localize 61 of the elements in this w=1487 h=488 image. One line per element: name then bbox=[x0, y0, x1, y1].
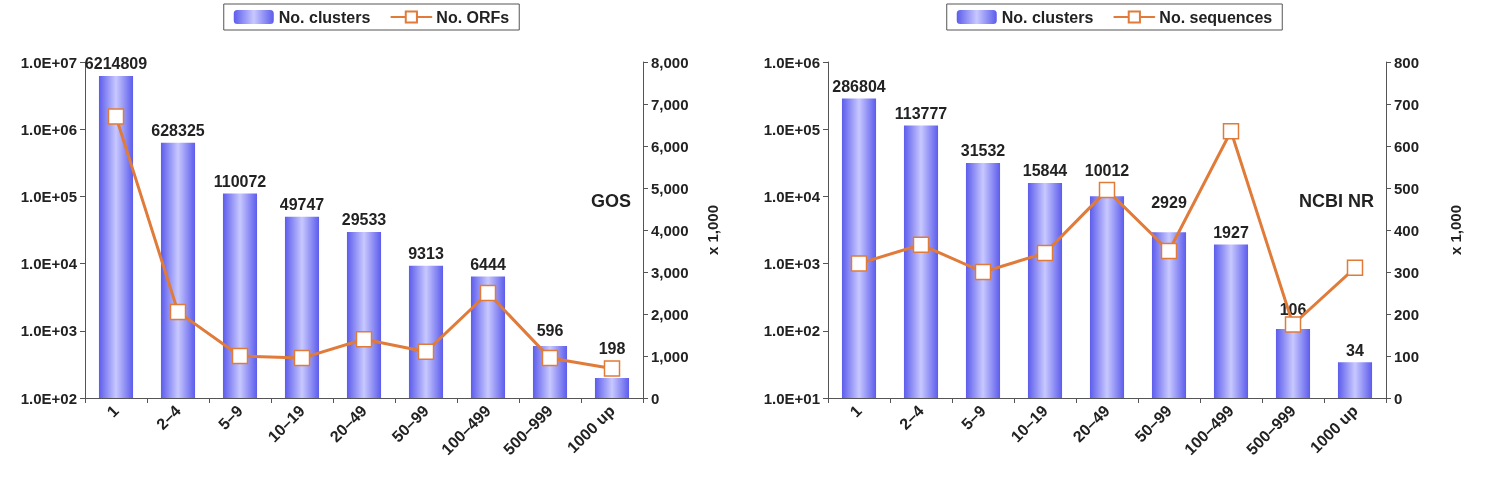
y-tick-label: 1.0E+03 bbox=[763, 255, 820, 273]
y2-tick-label: 700 bbox=[1394, 95, 1420, 113]
y-tick-label: 1.0E+02 bbox=[763, 322, 820, 340]
data-label: 34 bbox=[1346, 341, 1364, 359]
y-tick-label: 1.0E+05 bbox=[20, 187, 77, 205]
y2-tick-label: 400 bbox=[1394, 221, 1420, 239]
annotation: GOS bbox=[590, 191, 632, 211]
data-label: 110072 bbox=[213, 173, 267, 191]
data-label: 29533 bbox=[341, 211, 387, 229]
x-tick-label: 5–9 bbox=[958, 401, 990, 433]
y2-tick-label: 7,000 bbox=[651, 95, 689, 113]
data-label: 2929 bbox=[1151, 194, 1187, 212]
y2-axis-title: x 1,000 bbox=[1447, 204, 1464, 256]
data-label: 628325 bbox=[151, 122, 205, 140]
x-tick-label: 1 bbox=[103, 401, 123, 421]
y-tick-label: 1.0E+06 bbox=[763, 53, 820, 71]
x-tick-label: 2–4 bbox=[153, 401, 185, 433]
data-label: 15844 bbox=[1022, 162, 1068, 180]
data-label: 198 bbox=[598, 340, 626, 358]
y2-tick-label: 8,000 bbox=[651, 53, 689, 71]
y2-tick-label: 200 bbox=[1394, 305, 1420, 323]
x-tick-label: 1 bbox=[846, 401, 866, 421]
y-tick-label: 1.0E+04 bbox=[20, 255, 78, 273]
data-label: 286804 bbox=[832, 77, 886, 95]
data-label: 31532 bbox=[960, 142, 1006, 160]
y-tick-label: 1.0E+05 bbox=[763, 120, 820, 138]
y2-tick-label: 800 bbox=[1394, 53, 1420, 71]
x-tick-label: 2–4 bbox=[896, 401, 928, 433]
y-tick-label: 1.0E+04 bbox=[763, 187, 821, 205]
legend-label: No. ORFs bbox=[436, 8, 510, 26]
x-tick-label: 5–9 bbox=[215, 401, 247, 433]
legend-label: No. sequences bbox=[1159, 8, 1273, 26]
y2-tick-label: 600 bbox=[1394, 137, 1420, 155]
data-label: 6444 bbox=[470, 255, 506, 273]
y2-tick-label: 6,000 bbox=[651, 137, 689, 155]
y2-tick-label: 100 bbox=[1394, 347, 1420, 365]
y-tick-label: 1.0E+03 bbox=[20, 322, 77, 340]
data-label: 49747 bbox=[279, 196, 325, 214]
y2-tick-label: 0 bbox=[651, 389, 660, 407]
y-tick-label: 1.0E+07 bbox=[20, 53, 77, 71]
data-label: 596 bbox=[536, 321, 564, 339]
y2-tick-label: 5,000 bbox=[651, 179, 689, 197]
y2-tick-label: 4,000 bbox=[651, 221, 689, 239]
y-tick-label: 1.0E+06 bbox=[20, 120, 77, 138]
legend-label: No. clusters bbox=[1001, 8, 1094, 26]
y-tick-label: 1.0E+02 bbox=[20, 389, 77, 407]
annotation: NCBI NR bbox=[1299, 191, 1374, 211]
y2-tick-label: 500 bbox=[1394, 179, 1420, 197]
y2-tick-label: 300 bbox=[1394, 263, 1420, 281]
data-label: 10012 bbox=[1084, 161, 1130, 179]
y2-tick-label: 3,000 bbox=[651, 263, 689, 281]
data-label: 1927 bbox=[1213, 223, 1249, 241]
y2-axis-title: x 1,000 bbox=[704, 204, 721, 256]
data-label: 113777 bbox=[894, 104, 948, 122]
y2-tick-label: 0 bbox=[1394, 389, 1403, 407]
data-label: 9313 bbox=[408, 245, 444, 263]
data-label: 6214809 bbox=[84, 55, 148, 73]
y-tick-label: 1.0E+01 bbox=[763, 389, 820, 407]
y2-tick-label: 1,000 bbox=[651, 347, 689, 365]
legend-label: No. clusters bbox=[278, 8, 371, 26]
y2-tick-label: 2,000 bbox=[651, 305, 689, 323]
